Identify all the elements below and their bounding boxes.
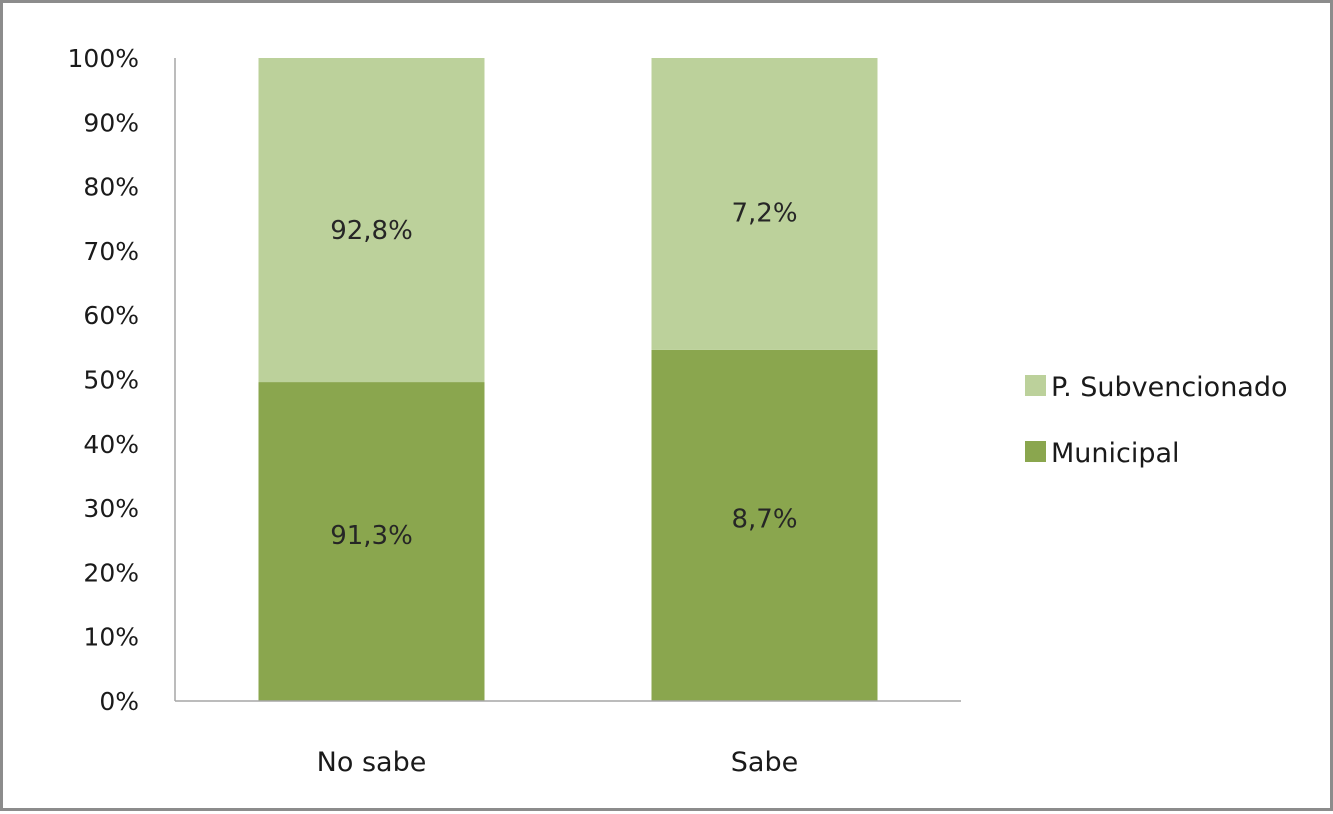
legend-label-0: P. Subvencionado xyxy=(1051,372,1288,403)
bar-1-0 xyxy=(651,349,878,701)
data-label-1-1: 7,2% xyxy=(731,199,797,229)
data-label-0-0: 91,3% xyxy=(330,521,413,551)
y-tick-label-1: 10% xyxy=(83,623,139,652)
bars xyxy=(258,58,878,701)
x-category-label-0: No sabe xyxy=(317,747,427,778)
y-tick-label-2: 20% xyxy=(83,558,139,587)
data-label-0-1: 92,8% xyxy=(330,216,413,246)
legend-swatch-0 xyxy=(1025,375,1046,396)
y-tick-label-5: 50% xyxy=(83,366,139,395)
y-tick-label-4: 40% xyxy=(83,430,139,459)
y-tick-label-6: 60% xyxy=(83,301,139,330)
legend: P. Subvencionado Municipal xyxy=(1025,372,1288,469)
data-labels: 91,3% 92,8% 8,7% 7,2% xyxy=(330,199,797,551)
data-label-1-0: 8,7% xyxy=(731,504,797,534)
legend-swatch-1 xyxy=(1025,441,1046,462)
y-tick-label-8: 80% xyxy=(83,173,139,202)
y-tick-label-9: 90% xyxy=(83,108,139,137)
bar-0-1 xyxy=(258,58,485,383)
y-axis-tick-labels: 0% 10% 20% 30% 40% 50% 60% 70% 80% 90% 100% xyxy=(68,44,139,716)
x-axis-category-labels: No sabe Sabe xyxy=(317,747,799,778)
y-tick-label-0: 0% xyxy=(99,687,139,716)
y-tick-label-3: 30% xyxy=(83,494,139,523)
bar-0-0 xyxy=(258,382,485,701)
x-category-label-1: Sabe xyxy=(731,747,798,778)
y-tick-label-7: 70% xyxy=(83,237,139,266)
legend-label-1: Municipal xyxy=(1051,438,1180,469)
y-tick-label-10: 100% xyxy=(68,44,139,73)
bar-1-1 xyxy=(651,58,878,350)
stacked-bar-chart: 0%10%20%30%40%50%60%70%80%90%100% 91,3%9… xyxy=(68,44,1288,778)
